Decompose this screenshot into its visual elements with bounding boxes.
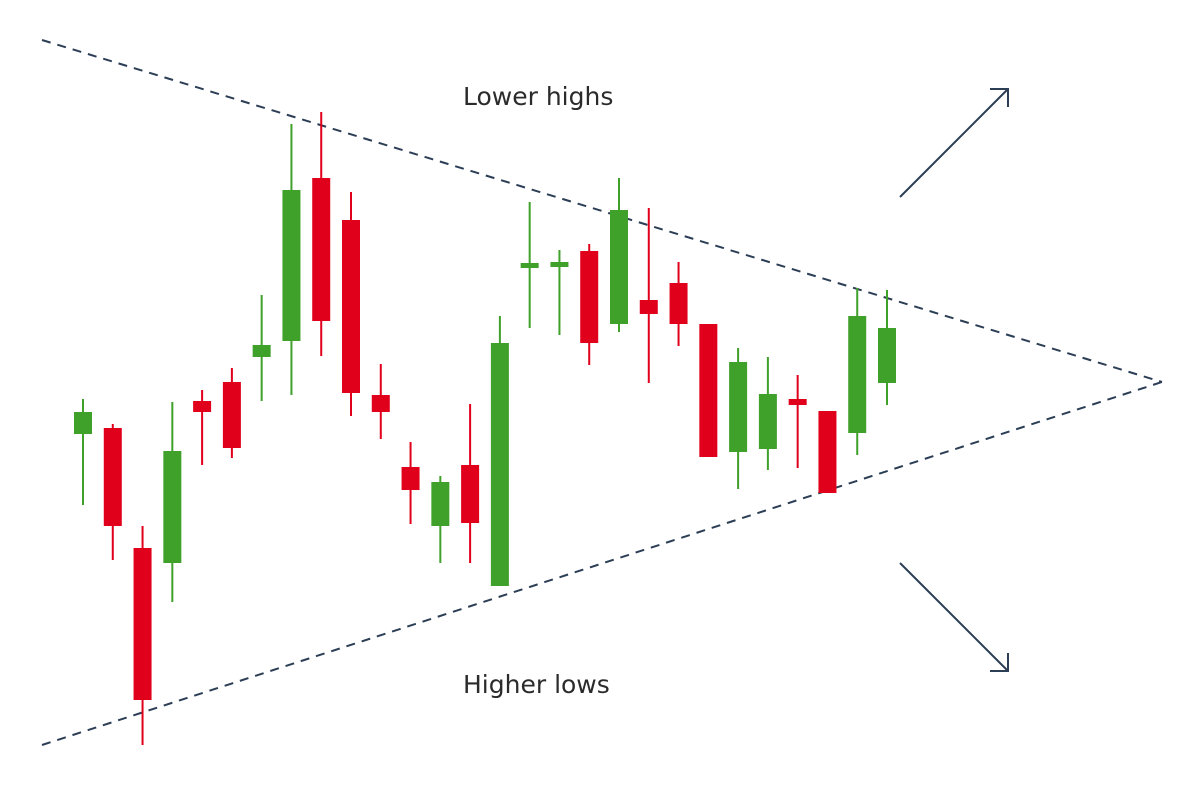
candle-body: [758, 394, 777, 449]
candles: [74, 112, 896, 745]
candle-body: [103, 428, 122, 526]
candle-body: [401, 467, 420, 490]
candle-body: [74, 412, 92, 434]
candle-body: [312, 178, 331, 321]
candle-body: [699, 324, 718, 457]
candle-body: [580, 251, 599, 343]
candle-body: [193, 401, 212, 412]
candle-body: [342, 220, 360, 393]
candle-body: [669, 283, 688, 324]
candle-body: [252, 345, 271, 357]
candle-body: [461, 465, 480, 523]
candle-body: [788, 399, 807, 405]
candle-body: [729, 362, 748, 452]
candle-body: [133, 548, 152, 700]
candle-body: [431, 482, 450, 526]
candle-body: [490, 343, 509, 586]
candle-body: [610, 210, 628, 324]
annotation: Higher lows: [463, 670, 610, 699]
trend-lines: [41, 39, 1163, 746]
annotation: Lower highs: [463, 82, 613, 111]
candle-body: [818, 411, 837, 493]
candle-body: [371, 395, 390, 412]
candle-body: [848, 316, 867, 433]
arrows: [899, 88, 1009, 672]
candle-body: [163, 451, 182, 563]
upper-trend-line: [41, 39, 1163, 383]
candle-body: [878, 328, 896, 383]
candle-body: [282, 190, 301, 341]
down-arrow: [899, 562, 1009, 672]
up-arrow: [899, 88, 1009, 198]
lower-trend-line: [41, 381, 1163, 746]
candle-body: [639, 300, 658, 314]
candle-body: [520, 263, 539, 268]
candle-body: [550, 262, 569, 267]
candle-body: [222, 382, 241, 448]
